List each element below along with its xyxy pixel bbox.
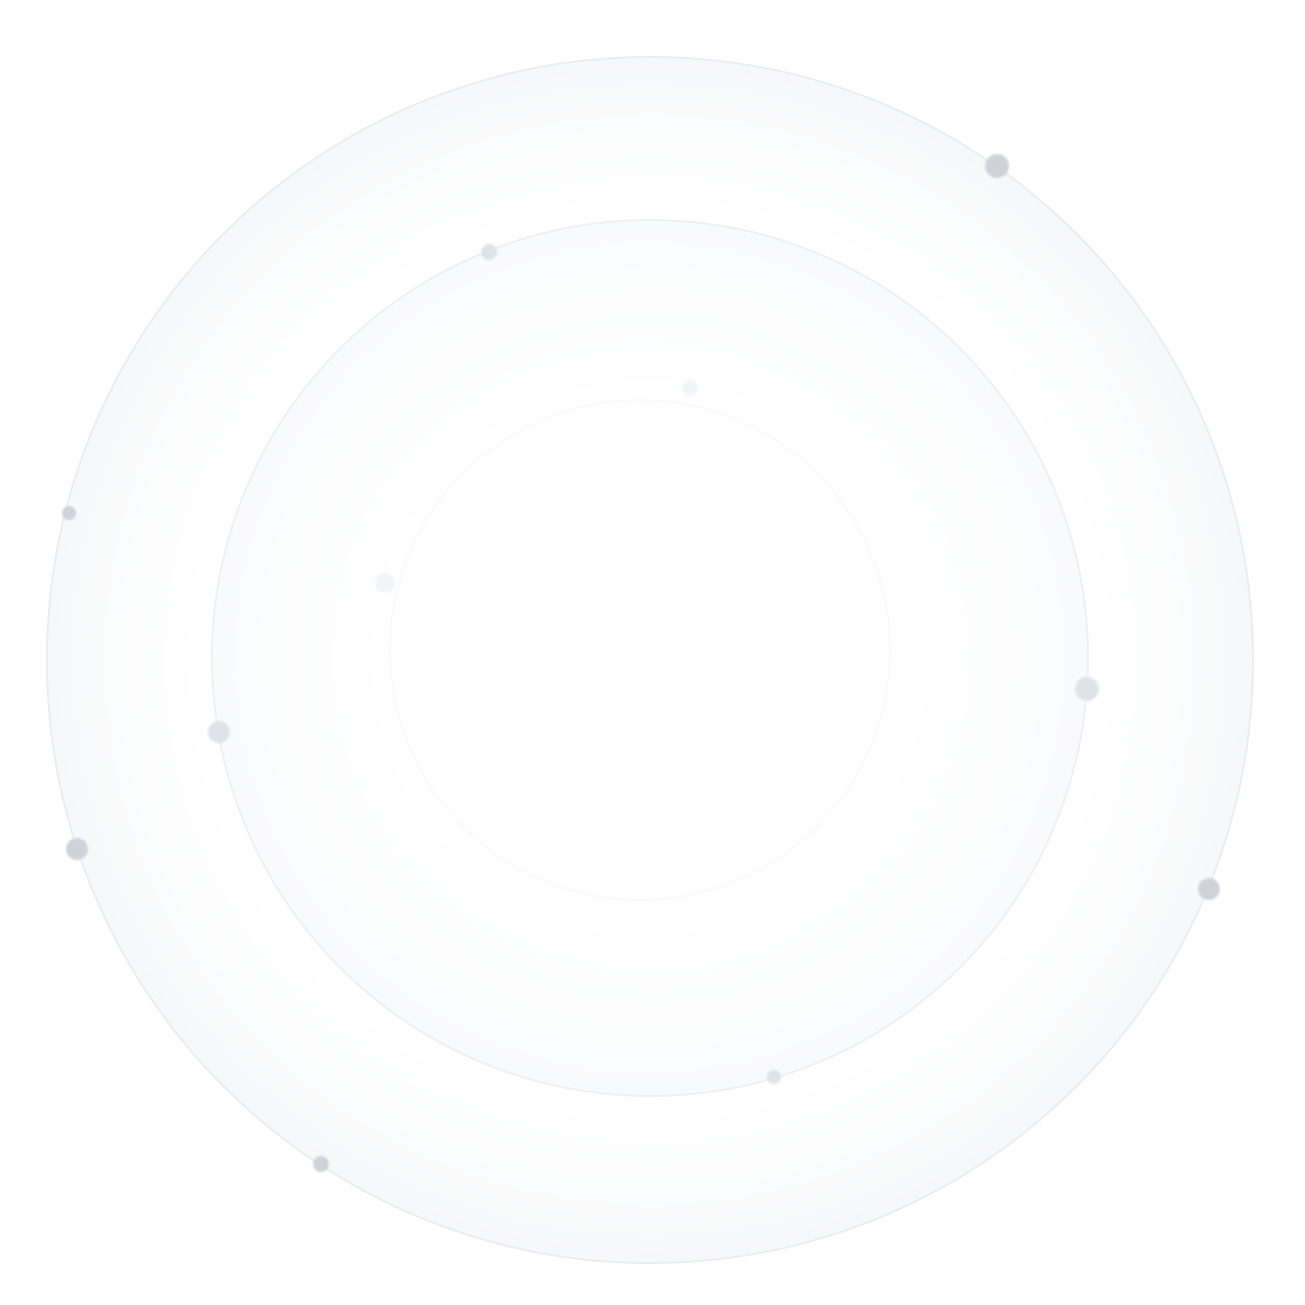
orbit-dot — [481, 244, 497, 260]
orbit-dot — [313, 1156, 329, 1172]
orbit-dot — [1198, 878, 1220, 900]
orbit-dot — [1075, 677, 1099, 701]
orbit-dot — [985, 154, 1009, 178]
orbit-dot — [375, 573, 395, 593]
orbit-dot — [62, 506, 76, 520]
orbit-dot — [208, 721, 230, 743]
orbit-dot — [767, 1070, 781, 1084]
inner-orbit-ring — [211, 219, 1089, 1097]
innermost-orbit-ring — [389, 399, 891, 901]
orbit-dot — [66, 838, 88, 860]
orbit-dot — [682, 380, 698, 396]
